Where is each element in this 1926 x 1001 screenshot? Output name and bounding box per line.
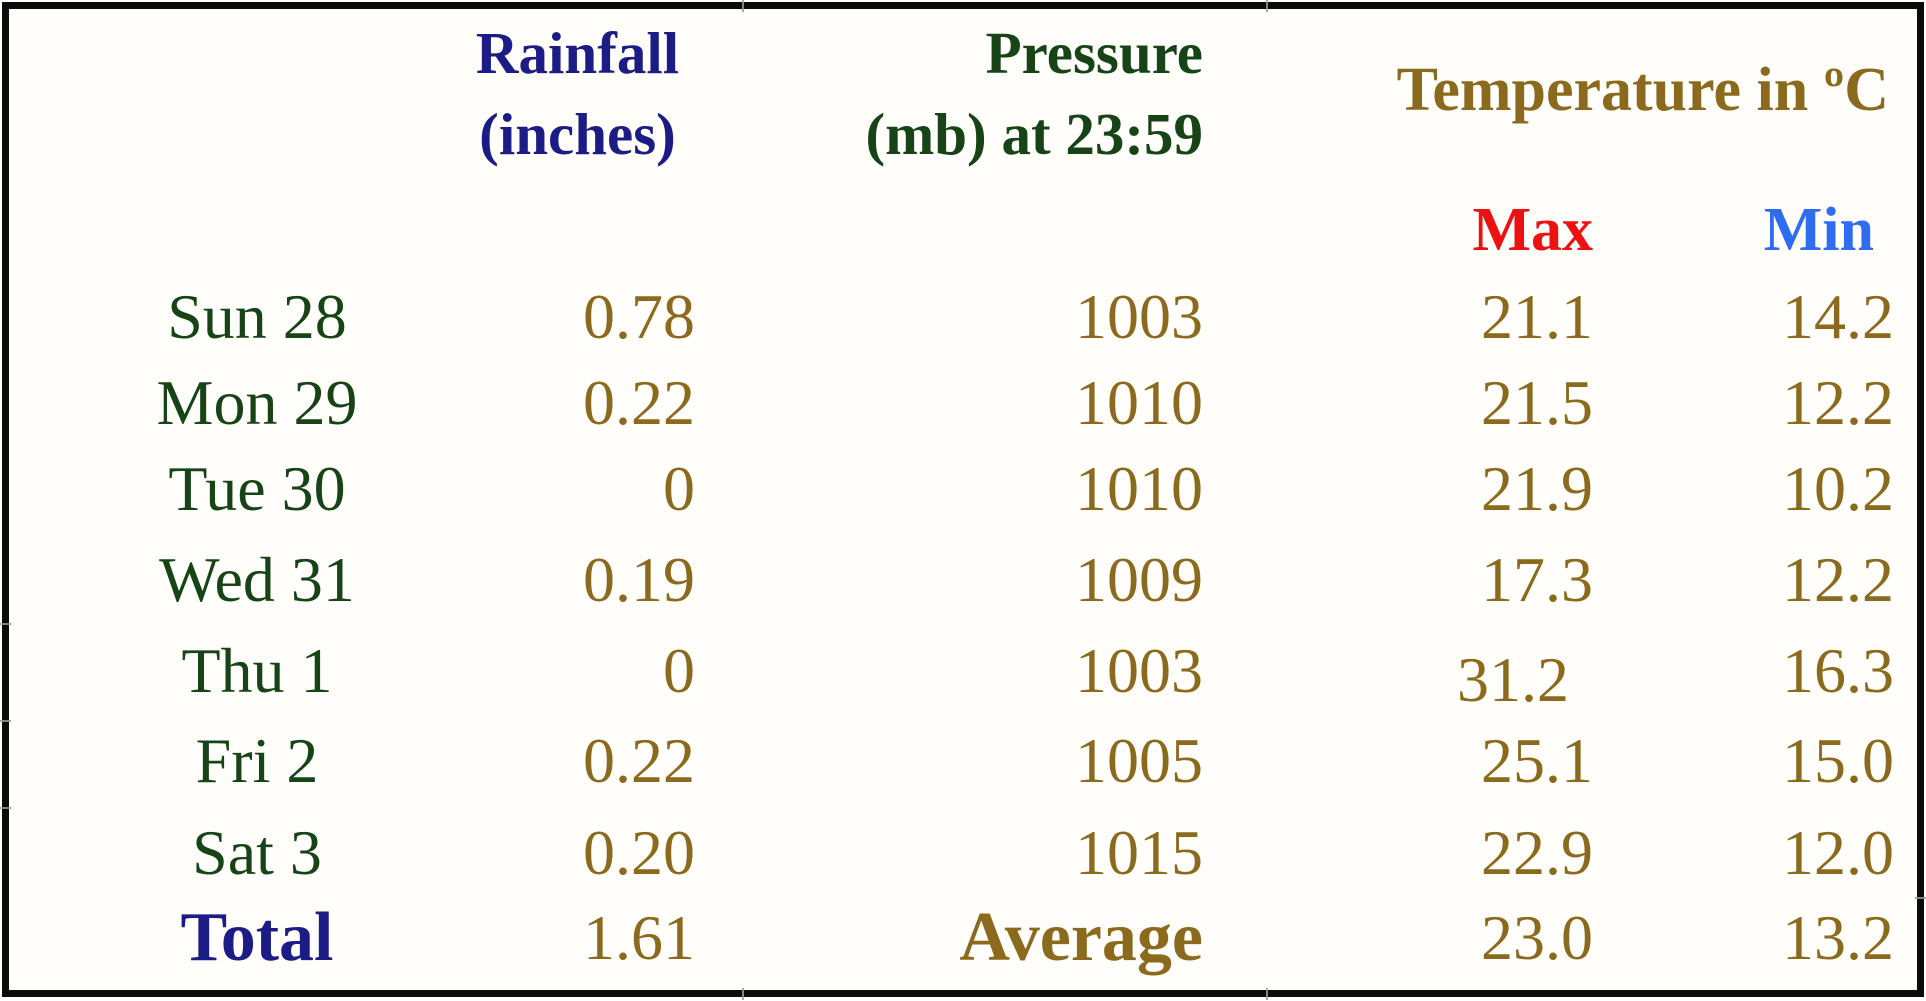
rainfall-value: 0.78	[583, 281, 695, 352]
temp-max-value-text: 31.2	[1457, 644, 1569, 715]
border-seam	[0, 623, 11, 625]
rainfall-value: 0.22	[583, 367, 695, 438]
border-seam	[0, 807, 11, 809]
table-row: Wed 31 0.19 1009 17.3 12.2	[9, 536, 1917, 624]
average-label: Average	[959, 899, 1203, 976]
column-header-pressure: Pressure (mb) at 23:59	[695, 13, 1203, 175]
temp-min-value: 12.2	[1782, 367, 1894, 438]
pressure-header-line1: Pressure	[985, 20, 1203, 86]
pressure-value: 1015	[1075, 817, 1203, 888]
border-seam	[1915, 897, 1926, 899]
pressure-value: 1003	[1075, 281, 1203, 352]
rainfall-value: 0.22	[583, 725, 695, 796]
header-row-maxmin: Max Min	[9, 195, 1917, 264]
border-seam	[0, 720, 11, 722]
border-seam	[1266, 0, 1268, 12]
rainfall-total-value: 1.61	[583, 902, 695, 973]
day-label: Fri 2	[195, 725, 319, 796]
table-row: Fri 2 0.22 1005 25.1 15.0	[9, 717, 1917, 805]
temp-max-average-value: 23.0	[1481, 902, 1593, 973]
pressure-value: 1009	[1075, 544, 1203, 615]
border-seam	[742, 988, 744, 1000]
temp-min-value: 15.0	[1782, 725, 1894, 796]
border-seam	[742, 0, 744, 12]
temp-min-value: 14.2	[1782, 281, 1894, 352]
temp-min-value: 12.0	[1782, 817, 1894, 888]
temp-min-value: 16.3	[1782, 635, 1894, 706]
temp-max-value: 25.1	[1481, 725, 1593, 796]
rainfall-value: 0.20	[583, 817, 695, 888]
pressure-header-line2: (mb) at 23:59	[865, 101, 1203, 167]
rainfall-header-line2: (inches)	[479, 101, 676, 167]
rainfall-header-line1: Rainfall	[475, 20, 680, 86]
summary-row: Total 1.61 Average 23.0 13.2	[9, 894, 1917, 982]
header-row-main: Rainfall (inches) Pressure (mb) at 23:59…	[9, 9, 1917, 179]
temp-max-value: 22.9	[1481, 817, 1593, 888]
pressure-value: 1003	[1075, 635, 1203, 706]
border-seam	[1266, 988, 1268, 1000]
temp-max-value: 21.1	[1481, 281, 1593, 352]
total-label: Total	[180, 899, 334, 976]
rainfall-value: 0	[663, 453, 695, 524]
column-header-min: Min	[1763, 196, 1874, 264]
day-label: Thu 1	[181, 635, 333, 706]
table-row: Sun 28 0.78 1003 21.1 14.2	[9, 273, 1917, 361]
day-label: Sun 28	[167, 281, 347, 352]
temp-max-value: 31.2	[1203, 634, 1600, 715]
table-row: Tue 30 0 1010 21.9 10.2	[9, 445, 1917, 533]
day-label: Tue 30	[168, 453, 346, 524]
column-header-max: Max	[1472, 196, 1593, 264]
table-row: Thu 1 0 1003 31.2 16.3	[9, 627, 1917, 715]
temp-min-average-value: 13.2	[1782, 902, 1894, 973]
day-label: Wed 31	[159, 544, 355, 615]
temp-max-value: 21.5	[1481, 367, 1593, 438]
temp-min-value: 12.2	[1782, 544, 1894, 615]
table-row: Mon 29 0.22 1010 21.5 12.2	[9, 359, 1917, 447]
temp-max-value: 21.9	[1481, 453, 1593, 524]
temp-max-value: 17.3	[1481, 544, 1593, 615]
rainfall-value: 0.19	[583, 544, 695, 615]
day-label: Sat 3	[192, 817, 322, 888]
table-row: Sat 3 0.20 1015 22.9 12.0	[9, 809, 1917, 897]
day-label: Mon 29	[156, 367, 358, 438]
rainfall-value: 0	[663, 635, 695, 706]
pressure-value: 1010	[1075, 453, 1203, 524]
temp-min-value: 10.2	[1782, 453, 1894, 524]
column-header-temperature: Temperature in ºC	[1396, 55, 1889, 124]
column-header-rainfall: Rainfall (inches)	[460, 13, 695, 175]
pressure-value: 1005	[1075, 725, 1203, 796]
pressure-value: 1010	[1075, 367, 1203, 438]
